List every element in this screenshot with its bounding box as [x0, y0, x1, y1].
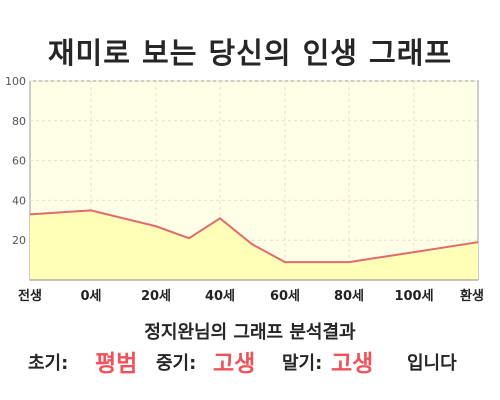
x-tick-label: 환생 [460, 288, 484, 304]
x-tick-label: 20세 [141, 289, 171, 304]
x-tick-label: 100세 [394, 289, 433, 304]
early-label: 초기: [28, 353, 69, 374]
late-value: 고생 [331, 351, 374, 377]
chart-title: 재미로 보는 당신의 인생 그래프 [47, 36, 453, 70]
summary-line: 초기: 평범 중기: 고생 말기: 고생 입니다 [0, 347, 500, 381]
x-tick-label: 0세 [80, 289, 101, 304]
ending-text: 입니다 [407, 353, 457, 374]
life-area [30, 210, 478, 280]
y-tick-label: 100 [5, 75, 26, 88]
life-graph-chart: 100 80 60 40 20 전생 0세 20세 40세 60세 80세 100세 환생 [5, 75, 484, 304]
x-tick-label: 40세 [205, 289, 235, 304]
y-tick-label: 20 [12, 234, 26, 247]
late-label: 말기: [282, 353, 323, 374]
early-value: 평범 [95, 351, 138, 377]
x-tick-label: 80세 [334, 289, 364, 304]
middle-label: 중기: [156, 353, 197, 374]
x-tick-label: 60세 [270, 289, 300, 304]
y-tick-label: 40 [12, 194, 26, 207]
y-tick-label: 80 [12, 115, 26, 128]
summary-title: 정지완님의 그래프 분석결과 [144, 322, 356, 343]
y-tick-label: 60 [12, 155, 26, 168]
x-tick-label: 전생 [18, 288, 42, 304]
middle-value: 고생 [213, 351, 256, 377]
life-line [29, 209, 479, 264]
